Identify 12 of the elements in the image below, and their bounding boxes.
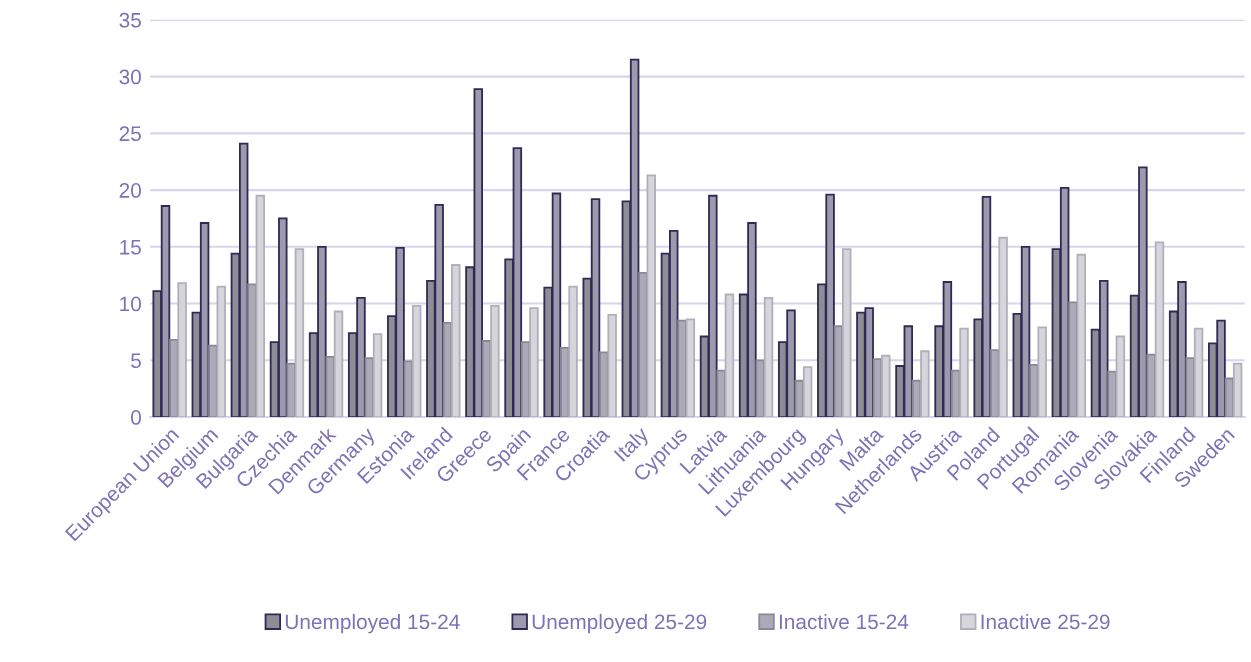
y-tick-label: 15	[120, 240, 141, 255]
legend-label: Unemployed 25-29	[532, 613, 707, 634]
y-tick-label: 20	[119, 183, 141, 198]
y-tick-label: 25	[119, 126, 141, 142]
y-tick-label: 10	[120, 296, 141, 312]
y-tick-label: 35	[119, 12, 141, 28]
y-tick-label: 0	[131, 410, 141, 425]
y-tick-label: 30	[119, 69, 141, 85]
legend-label: Inactive 25-29	[981, 613, 1110, 630]
legend-label: Inactive 15-24	[779, 613, 909, 630]
y-tick-label: 5	[131, 353, 141, 369]
legend-label: Unemployed 15-24	[285, 613, 460, 634]
